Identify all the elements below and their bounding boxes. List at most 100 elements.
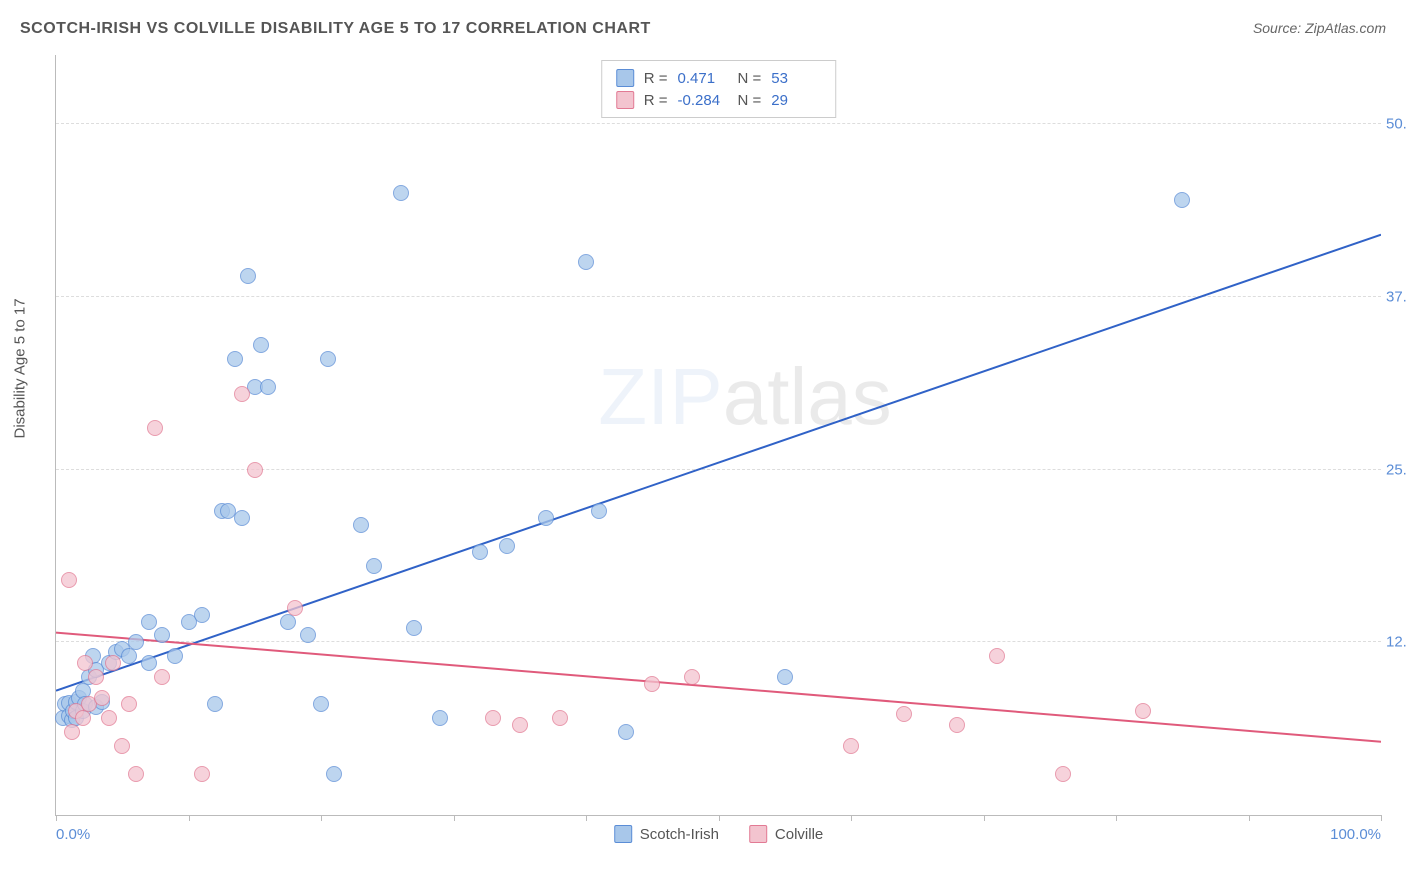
legend-swatch xyxy=(616,91,634,109)
scatter-point xyxy=(538,510,554,526)
scatter-point xyxy=(366,558,382,574)
legend-r-value: -0.284 xyxy=(678,92,728,109)
scatter-point xyxy=(260,379,276,395)
scatter-point xyxy=(1174,192,1190,208)
scatter-point xyxy=(393,185,409,201)
y-tick-label: 25.0% xyxy=(1386,461,1406,478)
scatter-point xyxy=(472,544,488,560)
scatter-point xyxy=(147,420,163,436)
scatter-point xyxy=(320,351,336,367)
gridline xyxy=(56,641,1381,642)
y-tick-label: 50.0% xyxy=(1386,116,1406,133)
x-tick xyxy=(56,815,57,821)
scatter-point xyxy=(61,572,77,588)
watermark-atlas: atlas xyxy=(723,352,892,441)
scatter-point xyxy=(114,738,130,754)
watermark: ZIPatlas xyxy=(598,351,891,443)
scatter-point xyxy=(128,766,144,782)
scatter-point xyxy=(313,696,329,712)
trend-line xyxy=(56,633,1381,742)
scatter-point xyxy=(353,517,369,533)
scatter-point xyxy=(105,655,121,671)
scatter-point xyxy=(240,268,256,284)
scatter-point xyxy=(121,696,137,712)
scatter-point xyxy=(485,710,501,726)
x-tick xyxy=(321,815,322,821)
scatter-point xyxy=(247,462,263,478)
scatter-point xyxy=(207,696,223,712)
correlation-legend: R = 0.471 N = 53 R = -0.284 N = 29 xyxy=(601,60,837,118)
plot-area: ZIPatlas 12.5%25.0%37.5%50.0%0.0%100.0%R… xyxy=(55,55,1381,816)
scatter-point xyxy=(326,766,342,782)
scatter-point xyxy=(578,254,594,270)
scatter-point xyxy=(154,669,170,685)
y-tick-label: 12.5% xyxy=(1386,634,1406,651)
scatter-point xyxy=(591,503,607,519)
scatter-point xyxy=(1055,766,1071,782)
scatter-point xyxy=(234,386,250,402)
series-legend-item: Scotch-Irish xyxy=(614,825,719,843)
scatter-point xyxy=(101,710,117,726)
y-tick-label: 37.5% xyxy=(1386,288,1406,305)
legend-r-label: R = xyxy=(644,92,668,109)
series-name: Scotch-Irish xyxy=(640,826,719,843)
x-tick-label-right: 100.0% xyxy=(1330,826,1381,843)
scatter-point xyxy=(406,620,422,636)
trendlines-layer xyxy=(56,55,1381,815)
scatter-point xyxy=(167,648,183,664)
legend-swatch xyxy=(614,825,632,843)
legend-r-label: R = xyxy=(644,70,668,87)
legend-n-value: 29 xyxy=(771,92,821,109)
series-legend-item: Colville xyxy=(749,825,823,843)
scatter-point xyxy=(843,738,859,754)
legend-n-value: 53 xyxy=(771,70,821,87)
gridline xyxy=(56,123,1381,124)
scatter-point xyxy=(777,669,793,685)
scatter-point xyxy=(989,648,1005,664)
scatter-point xyxy=(949,717,965,733)
watermark-zip: ZIP xyxy=(598,352,722,441)
legend-swatch xyxy=(616,69,634,87)
scatter-point xyxy=(194,607,210,623)
legend-r-value: 0.471 xyxy=(678,70,728,87)
scatter-point xyxy=(141,614,157,630)
gridline xyxy=(56,296,1381,297)
scatter-point xyxy=(684,669,700,685)
scatter-point xyxy=(253,337,269,353)
scatter-point xyxy=(552,710,568,726)
y-axis-label: Disability Age 5 to 17 xyxy=(12,298,29,438)
legend-row: R = 0.471 N = 53 xyxy=(616,67,822,89)
legend-swatch xyxy=(749,825,767,843)
x-tick xyxy=(719,815,720,821)
chart-title: SCOTCH-IRISH VS COLVILLE DISABILITY AGE … xyxy=(20,20,651,38)
scatter-point xyxy=(75,710,91,726)
x-tick xyxy=(189,815,190,821)
scatter-point xyxy=(88,669,104,685)
scatter-point xyxy=(121,648,137,664)
scatter-point xyxy=(128,634,144,650)
scatter-point xyxy=(618,724,634,740)
scatter-point xyxy=(499,538,515,554)
legend-n-label: N = xyxy=(738,92,762,109)
legend-n-label: N = xyxy=(738,70,762,87)
series-legend: Scotch-Irish Colville xyxy=(614,825,824,843)
scatter-point xyxy=(432,710,448,726)
x-tick xyxy=(851,815,852,821)
scatter-point xyxy=(1135,703,1151,719)
scatter-point xyxy=(94,690,110,706)
x-tick xyxy=(586,815,587,821)
series-name: Colville xyxy=(775,826,823,843)
scatter-point xyxy=(154,627,170,643)
x-tick xyxy=(1116,815,1117,821)
x-tick xyxy=(1381,815,1382,821)
scatter-point xyxy=(896,706,912,722)
scatter-point xyxy=(141,655,157,671)
scatter-point xyxy=(64,724,80,740)
legend-row: R = -0.284 N = 29 xyxy=(616,89,822,111)
scatter-point xyxy=(234,510,250,526)
scatter-point xyxy=(287,600,303,616)
scatter-point xyxy=(280,614,296,630)
scatter-point xyxy=(644,676,660,692)
scatter-point xyxy=(300,627,316,643)
x-tick-label-left: 0.0% xyxy=(56,826,90,843)
